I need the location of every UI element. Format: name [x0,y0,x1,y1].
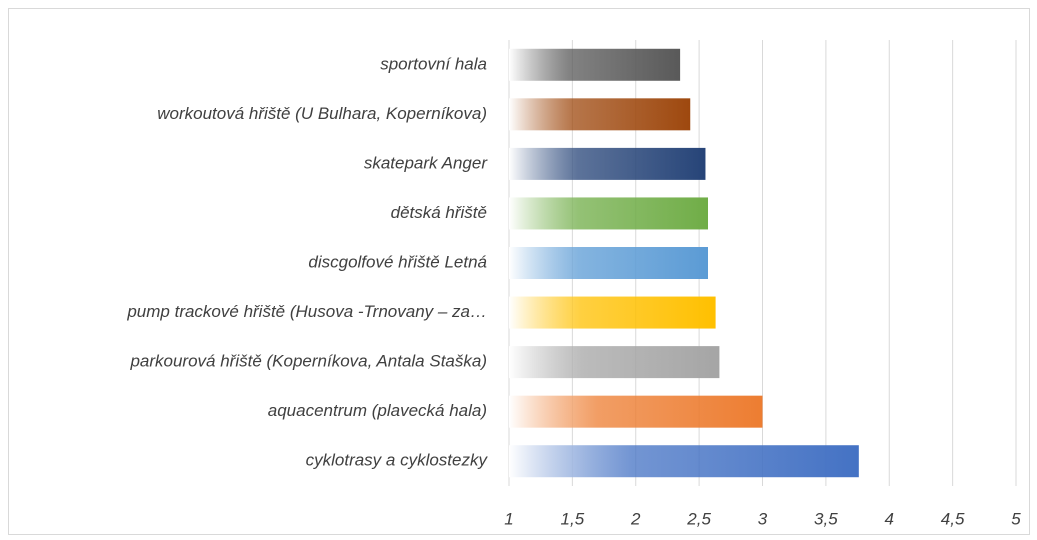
bar [509,98,691,131]
y-tick-label: aquacentrum (plavecká hala) [268,401,487,420]
x-tick-label: 1,5 [561,509,585,528]
bar [509,346,720,379]
y-tick-label: cyklotrasy a cyklostezky [306,451,489,470]
y-tick-label: dětská hřiště [391,203,487,222]
bar [509,197,708,230]
x-tick-label: 4,5 [941,509,965,528]
x-tick-label: 2,5 [686,509,711,528]
y-tick-label: skatepark Anger [364,153,488,172]
x-tick-label: 3,5 [814,509,838,528]
bar [509,147,706,180]
bar [509,445,859,478]
x-tick-label: 5 [1011,509,1021,528]
bar [509,296,716,329]
bar [509,395,763,428]
y-tick-label: parkourová hřiště (Koperníkova, Antala S… [129,352,487,371]
y-tick-label: workoutová hřiště (U Bulhara, Koperníkov… [157,104,487,123]
x-tick-label: 4 [885,509,894,528]
y-tick-label: discgolfové hřiště Letná [308,252,487,271]
bar [509,48,681,81]
bar [509,247,708,279]
x-tick-label: 2 [630,509,641,528]
x-tick-label: 1 [504,509,513,528]
y-tick-label: sportovní hala [380,54,487,73]
y-tick-label: pump trackové hřiště (Husova -Trnovany –… [126,302,487,321]
x-tick-label: 3 [758,509,768,528]
